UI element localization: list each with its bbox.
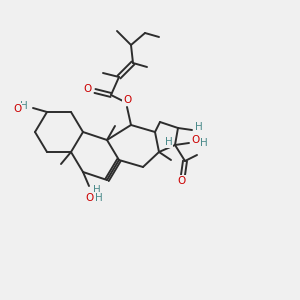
Text: O: O [123,95,131,105]
Text: H: H [200,138,208,148]
Text: H: H [95,193,103,203]
Text: O: O [192,135,200,145]
Text: O: O [178,176,186,186]
Text: O: O [13,104,21,114]
Text: O: O [86,193,94,203]
Text: O: O [84,84,92,94]
Text: H: H [93,185,101,195]
Text: H: H [165,137,173,147]
Text: H: H [20,101,28,111]
Text: H: H [195,122,203,132]
